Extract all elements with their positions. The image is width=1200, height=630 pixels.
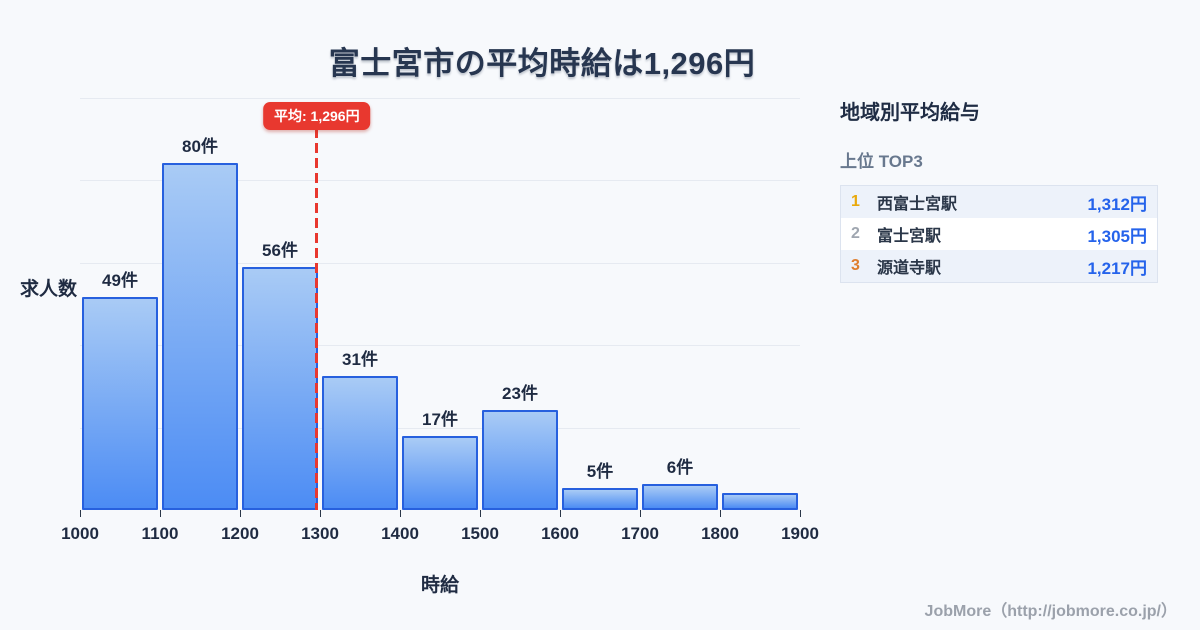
x-tick-label: 1200: [221, 524, 259, 543]
average-line: [315, 128, 319, 510]
station-name: 富士宮駅: [877, 228, 942, 245]
rank-row: 1 西富士宮駅 1,312円: [841, 186, 1157, 218]
x-tick-label: 1100: [141, 524, 179, 543]
rank-number: 2: [851, 225, 860, 242]
histogram-bar: [722, 493, 798, 510]
x-tick-label: 1400: [381, 524, 419, 543]
x-tick-mark: [240, 510, 241, 517]
station-wage-value: 1,305円: [1087, 226, 1147, 246]
station-name: 西富士宮駅: [877, 196, 958, 213]
gridline: [80, 427, 800, 429]
x-tick-label: 1500: [461, 524, 499, 543]
panel-subtitle: 上位 TOP3: [840, 152, 923, 171]
station-name: 源道寺駅: [877, 260, 942, 277]
histogram-bar: [562, 488, 638, 510]
x-tick-mark: [160, 510, 161, 517]
histogram-bar: [162, 163, 238, 510]
bar-value-label: 31件: [342, 350, 378, 369]
x-tick-mark: [320, 510, 321, 517]
histogram-bar: [482, 410, 558, 510]
gridline: [80, 180, 800, 182]
y-axis-label: 求人数: [20, 279, 78, 300]
bar-value-label: 6件: [666, 458, 694, 477]
x-tick-label: 1000: [61, 524, 99, 543]
bar-value-label: 23件: [502, 384, 538, 403]
x-tick-mark: [720, 510, 721, 517]
x-tick-mark: [400, 510, 401, 517]
bar-value-label: 5件: [586, 462, 614, 481]
histogram-bar: [402, 436, 478, 510]
gridline: [80, 98, 800, 99]
station-wage-value: 1,217円: [1087, 258, 1147, 278]
x-tick-label: 1300: [301, 524, 339, 543]
x-tick-mark: [800, 510, 801, 517]
rank-row: 2 富士宮駅 1,305円: [841, 218, 1157, 250]
top3-rank-list: 1 西富士宮駅 1,312円 2 富士宮駅 1,305円 3 源道寺駅 1,217円: [840, 185, 1158, 283]
rank-number: 3: [851, 257, 860, 274]
histogram-bar: [322, 376, 398, 510]
gridline: [80, 345, 800, 347]
station-wage-value: 1,312円: [1087, 194, 1147, 214]
x-tick-mark: [560, 510, 561, 517]
page-title: 富士宮市の平均時給は1,296円: [328, 46, 756, 81]
bar-value-label: 56件: [262, 241, 298, 260]
x-tick-label: 1700: [621, 524, 659, 543]
gridline: [80, 262, 800, 264]
rank-row: 3 源道寺駅 1,217円: [841, 250, 1157, 282]
bar-value-label: 49件: [102, 271, 138, 290]
rank-number: 1: [851, 193, 860, 210]
x-tick-mark: [80, 510, 81, 517]
histogram-bar: [642, 484, 718, 510]
panel-title: 地域別平均給与: [840, 102, 980, 124]
x-axis-label: 時給: [420, 575, 459, 596]
bar-value-label: 17件: [422, 410, 458, 429]
histogram-bar: [242, 267, 318, 510]
x-tick-label: 1800: [701, 524, 739, 543]
average-badge: 平均: 1,296円: [263, 102, 371, 130]
histogram-plot-area: 49件 80件 56件 31件 17件 23件 5件 6件 1000 1100 1200 1300 14…: [61, 98, 819, 543]
x-tick-mark: [640, 510, 641, 517]
bar-value-label: 80件: [182, 137, 218, 156]
x-tick-label: 1900: [781, 524, 819, 543]
footer-credit: JobMore（http://jobmore.co.jp/）: [924, 603, 1177, 620]
x-tick-mark: [480, 510, 481, 517]
histogram-bar: [82, 297, 158, 510]
x-tick-label: 1600: [541, 524, 579, 543]
regional-salary-panel: 地域別平均給与 上位 TOP3 1 西富士宮駅 1,312円 2 富士宮駅 1,305円 3…: [840, 96, 1158, 283]
